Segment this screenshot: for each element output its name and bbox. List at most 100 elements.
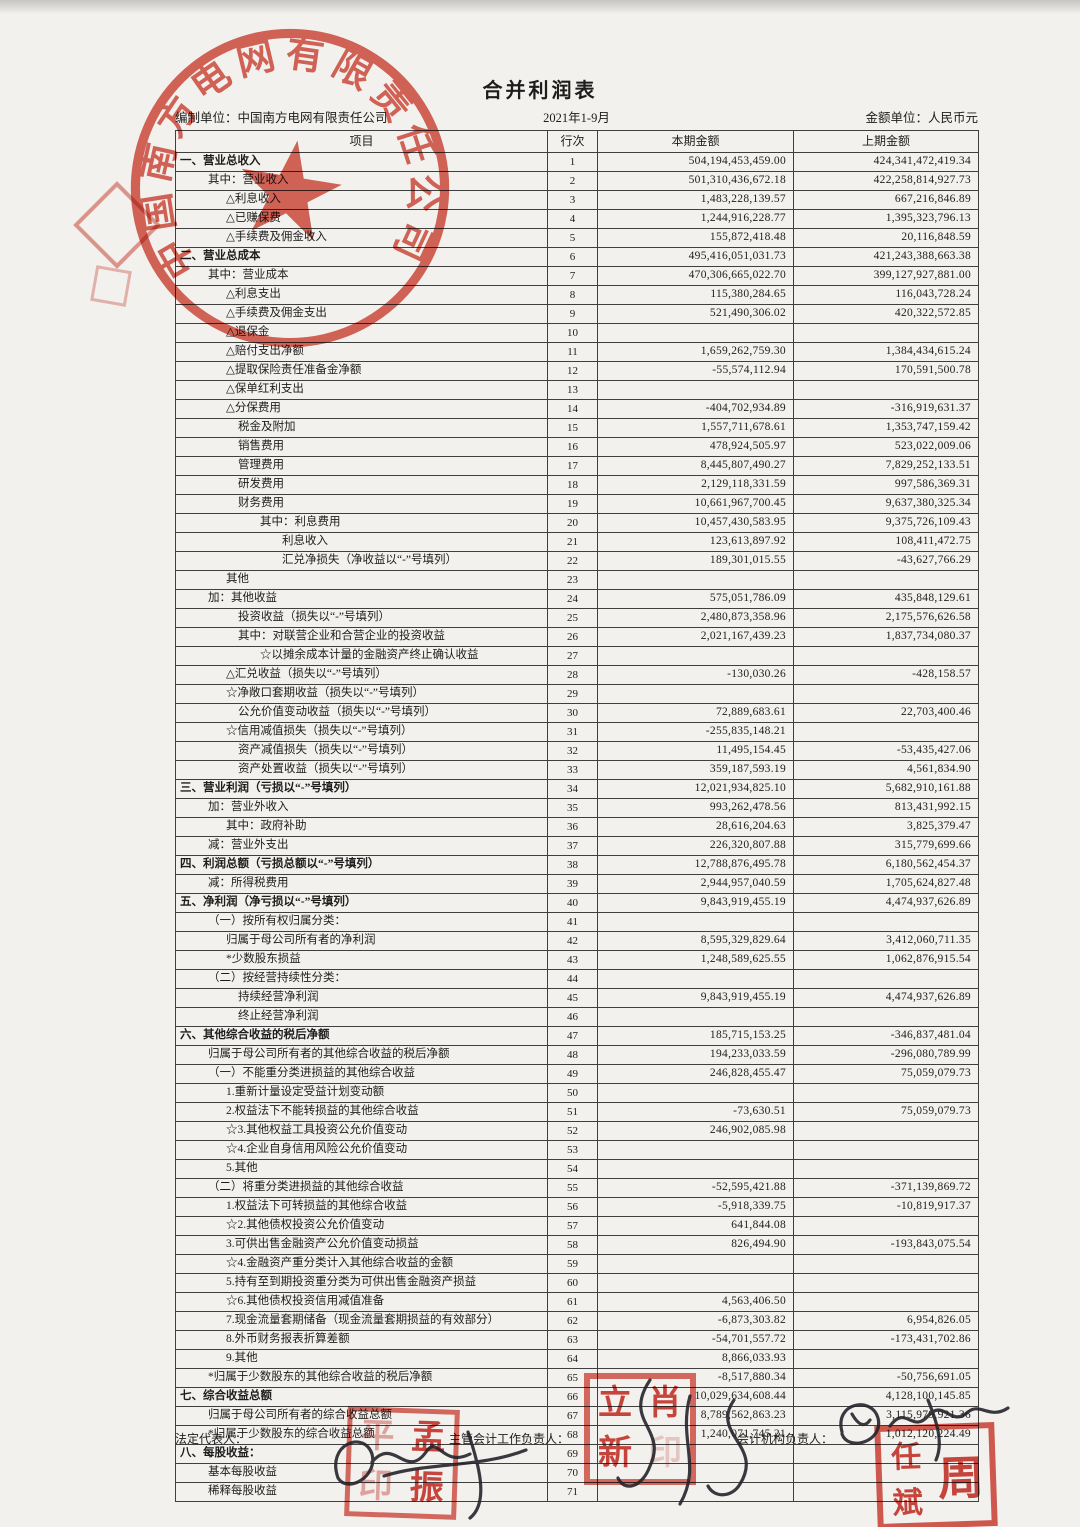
item-cell: 税金及附加 [175, 418, 548, 438]
legal-rep-signature [334, 1430, 528, 1520]
table-row: 9.其他 64 8,866,033.93 [175, 1349, 979, 1369]
table-row: 5.其他 54 [175, 1159, 979, 1179]
prior-amount-cell: 1,384,434,615.24 [793, 342, 979, 362]
current-amount-cell: -52,595,421.88 [597, 1178, 794, 1198]
prior-amount-cell: 75,059,079.73 [793, 1064, 979, 1084]
current-amount-cell: 12,021,934,825.10 [597, 779, 794, 799]
item-cell: ☆以摊余成本计量的金融资产终止确认收益 [175, 646, 548, 666]
table-row: ☆2.其他债权投资公允价值变动 57 641,844.08 [175, 1216, 979, 1236]
current-amount-cell: 641,844.08 [597, 1216, 794, 1236]
current-amount-cell: 2,021,167,439.23 [597, 627, 794, 647]
line-no-cell: 6 [547, 247, 598, 267]
table-row: ☆4.金融资产重分类计入其他综合收益的金额 59 [175, 1254, 979, 1274]
prior-amount-cell: -346,837,481.04 [793, 1026, 979, 1046]
table-row: 汇兑净损失（净收益以“-”号填列） 22 189,301,015.55 -43,… [175, 551, 979, 571]
current-amount-cell: -55,574,112.94 [597, 361, 794, 381]
prior-amount-cell: 1,705,624,827.48 [793, 874, 979, 894]
current-amount-cell: 4,563,406.50 [597, 1292, 794, 1312]
table-row: 资产处置收益（损失以“-”号填列） 33 359,187,593.19 4,56… [175, 760, 979, 780]
current-amount-cell: -6,873,303.82 [597, 1311, 794, 1331]
item-cell: （二）将重分类进损益的其他综合收益 [175, 1178, 548, 1198]
line-no-cell: 43 [547, 950, 598, 970]
line-no-cell: 35 [547, 798, 598, 818]
prior-amount-cell: -50,756,691.05 [793, 1368, 979, 1388]
page-title: 合并利润表 [482, 80, 598, 102]
item-cell: 2.权益法下不能转损益的其他综合收益 [175, 1102, 548, 1122]
line-no-cell: 48 [547, 1045, 598, 1065]
item-cell: 二、营业总成本 [175, 247, 548, 267]
prior-amount-cell [793, 1216, 979, 1236]
line-no-cell: 45 [547, 988, 598, 1008]
table-row: *少数股东损益 43 1,248,589,625.55 1,062,876,91… [175, 950, 979, 970]
table-row: （一）不能重分类进损益的其他综合收益 49 246,828,455.47 75,… [175, 1064, 979, 1084]
table-row: 投资收益（损失以“-”号填列） 25 2,480,873,358.96 2,17… [175, 608, 979, 628]
current-amount-cell: 11,495,154.45 [597, 741, 794, 761]
item-cell: 归属于母公司所有者的净利润 [175, 931, 548, 951]
item-cell: 六、其他综合收益的税后净额 [175, 1026, 548, 1046]
line-no-cell: 40 [547, 893, 598, 913]
item-cell: 5.持有至到期投资重分类为可供出售金融资产损益 [175, 1273, 548, 1293]
line-no-cell: 22 [547, 551, 598, 571]
current-amount-cell: 826,494.90 [597, 1235, 794, 1255]
prior-amount-cell [793, 1254, 979, 1274]
table-row: 其他 23 [175, 570, 979, 590]
current-amount-cell: 1,483,228,139.57 [597, 190, 794, 210]
prior-amount-cell: 399,127,927,881.00 [793, 266, 979, 286]
current-amount-cell: 115,380,284.65 [597, 285, 794, 305]
item-cell: 公允价值变动收益（损失以“-”号填列） [175, 703, 548, 723]
current-amount-cell [597, 1007, 794, 1027]
line-no-cell: 24 [547, 589, 598, 609]
line-no-cell: 57 [547, 1216, 598, 1236]
chief-accountant-label: 主管会计工作负责人： [449, 1432, 570, 1446]
current-amount-cell: 155,872,418.48 [597, 228, 794, 248]
current-amount-cell: 1,659,262,759.30 [597, 342, 794, 362]
line-no-cell: 64 [547, 1349, 598, 1369]
line-no-cell: 62 [547, 1311, 598, 1331]
accounting-head-label: 会计机构负责人： [737, 1432, 834, 1446]
current-amount-cell: 246,828,455.47 [597, 1064, 794, 1084]
prior-amount-cell [793, 1140, 979, 1160]
header-line-no: 行次 [547, 130, 598, 153]
table-row: △已赚保费 4 1,244,916,228.77 1,395,323,796.1… [175, 209, 979, 229]
prior-amount-cell: 3,825,379.47 [793, 817, 979, 837]
item-cell: △赔付支出净额 [175, 342, 548, 362]
current-amount-cell: 10,661,967,700.45 [597, 494, 794, 514]
prior-amount-cell: 422,258,814,927.73 [793, 171, 979, 191]
line-no-cell: 17 [547, 456, 598, 476]
prior-amount-cell: 421,243,388,663.38 [793, 247, 979, 267]
prior-amount-cell [793, 1292, 979, 1312]
line-no-cell: 15 [547, 418, 598, 438]
line-no-cell: 12 [547, 361, 598, 381]
current-amount-cell: 8,445,807,490.27 [597, 456, 794, 476]
current-amount-cell: 470,306,665,022.70 [597, 266, 794, 286]
prior-amount-cell [793, 969, 979, 989]
prior-amount-cell: 20,116,848.59 [793, 228, 979, 248]
current-amount-cell: 246,902,085.98 [597, 1121, 794, 1141]
line-no-cell: 46 [547, 1007, 598, 1027]
line-no-cell: 13 [547, 380, 598, 400]
prior-amount-cell [793, 570, 979, 590]
table-row: ☆4.企业自身信用风险公允价值变动 53 [175, 1140, 979, 1160]
prior-amount-cell [793, 380, 979, 400]
line-no-cell: 51 [547, 1102, 598, 1122]
line-no-cell: 28 [547, 665, 598, 685]
prior-amount-cell [793, 1083, 979, 1103]
prior-amount-cell: 9,637,380,325.34 [793, 494, 979, 514]
line-no-cell: 38 [547, 855, 598, 875]
seal-character: 肖 [648, 1385, 682, 1422]
line-no-cell: 26 [547, 627, 598, 647]
table-row: △保单红利支出 13 [175, 380, 979, 400]
table-row: 六、其他综合收益的税后净额 47 185,715,153.25 -346,837… [175, 1026, 979, 1046]
prior-amount-cell: 3,412,060,711.35 [793, 931, 979, 951]
current-amount-cell [597, 1254, 794, 1274]
table-row: 归属于母公司所有者的其他综合收益的税后净额 48 194,233,033.59 … [175, 1045, 979, 1065]
prior-amount-cell: 1,353,747,159.42 [793, 418, 979, 438]
item-cell: 投资收益（损失以“-”号填列） [175, 608, 548, 628]
legal-representative-label: 法定代表人： [175, 1432, 248, 1446]
item-cell: 其中：利息费用 [175, 513, 548, 533]
table-row: 持续经营净利润 45 9,843,919,455.19 4,474,937,62… [175, 988, 979, 1008]
prior-amount-cell: 5,682,910,161.88 [793, 779, 979, 799]
prior-amount-cell: 435,848,129.61 [793, 589, 979, 609]
table-header-row: 项目 行次 本期金额 上期金额 [175, 130, 979, 153]
prior-amount-cell: -10,819,917.37 [793, 1197, 979, 1217]
